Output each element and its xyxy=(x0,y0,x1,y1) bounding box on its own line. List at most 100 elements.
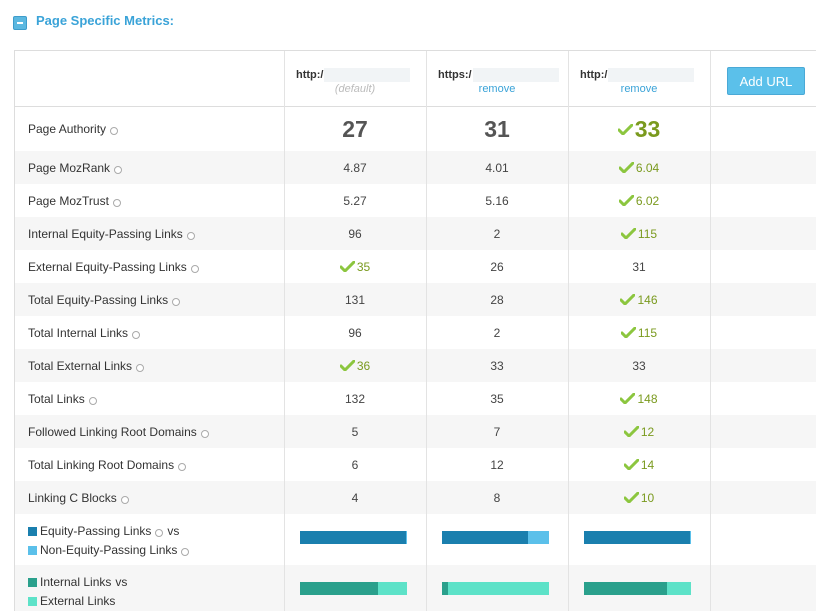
info-icon[interactable] xyxy=(120,495,129,504)
column-divider xyxy=(284,51,285,611)
metric-value: 6 xyxy=(351,457,359,472)
url-text[interactable]: https:/ xyxy=(438,69,472,81)
metric-value: 27 xyxy=(342,115,368,142)
metric-row: Total External Links 36 33 33 xyxy=(15,349,816,382)
metric-value-cell: 96 xyxy=(284,217,426,250)
remove-link[interactable]: remove xyxy=(478,83,516,95)
metric-value-cell: 115 xyxy=(568,217,710,250)
metric-value-cell: 131 xyxy=(284,283,426,316)
ratio-bar-primary xyxy=(584,531,690,544)
metric-label: Total Internal Links xyxy=(28,316,141,349)
metric-value-cell: 12 xyxy=(426,448,568,481)
winner-check-icon xyxy=(617,123,633,135)
info-icon[interactable] xyxy=(155,529,164,537)
legend-item: Equity-Passing Links vs xyxy=(28,524,179,538)
metric-label-text: Followed Linking Root Domains xyxy=(28,424,197,439)
legend-vs: vs xyxy=(115,575,128,589)
metric-value: 31 xyxy=(484,115,510,142)
ratio-bar xyxy=(584,582,691,595)
metric-label-text: Total Internal Links xyxy=(28,325,129,340)
info-icon[interactable] xyxy=(190,264,199,273)
metric-value-cell: 5.27 xyxy=(284,184,426,217)
metric-label-text: Total Linking Root Domains xyxy=(28,457,175,472)
remove-link[interactable]: remove xyxy=(620,83,658,95)
ratio-bar-secondary xyxy=(689,531,691,544)
metric-row: Page Authority 27 31 33 xyxy=(15,107,816,151)
metric-value-cell: 6.02 xyxy=(568,184,710,217)
metric-value-cell: 35 xyxy=(426,382,568,415)
metric-value: 10 xyxy=(640,490,655,505)
metric-value: 2 xyxy=(493,226,501,241)
info-icon[interactable] xyxy=(181,548,190,556)
metric-value: 8 xyxy=(493,490,501,505)
info-icon[interactable] xyxy=(112,198,121,207)
collapse-icon[interactable] xyxy=(13,16,27,30)
info-icon[interactable] xyxy=(200,429,209,438)
metric-value: 132 xyxy=(344,391,366,406)
ratio-bar-primary xyxy=(442,582,449,595)
metric-value: 131 xyxy=(344,292,366,307)
metric-value-cell: 12 xyxy=(568,415,710,448)
metric-value-cell: 27 xyxy=(284,107,426,151)
legend-item: Internal Links vs xyxy=(28,575,127,589)
info-icon[interactable] xyxy=(110,127,119,135)
metric-row: Total Internal Links 96 2 115 xyxy=(15,316,816,349)
metric-label-text: Page Authority xyxy=(28,122,107,136)
info-icon[interactable] xyxy=(114,165,123,174)
ratio-bar-secondary xyxy=(527,531,549,544)
metric-value-cell: 146 xyxy=(568,283,710,316)
info-icon[interactable] xyxy=(172,297,181,306)
legend-text: Internal Links xyxy=(40,575,112,589)
info-icon[interactable] xyxy=(132,330,141,339)
column-divider xyxy=(710,51,711,611)
metric-value-cell: 6 xyxy=(284,448,426,481)
metric-value-cell: 8 xyxy=(426,481,568,514)
winner-check-icon xyxy=(623,459,639,470)
metric-label-text: Page MozTrust xyxy=(28,193,109,208)
metric-value: 2 xyxy=(493,325,501,340)
metric-value: 7 xyxy=(493,424,501,439)
url-column-2: https:/ remove xyxy=(426,68,568,95)
metric-value: 12 xyxy=(640,424,655,439)
default-label: (default) xyxy=(334,83,376,95)
metric-row: Total Links 132 35 148 xyxy=(15,382,816,415)
ratio-bar-primary xyxy=(442,531,528,544)
metric-label-text: External Equity-Passing Links xyxy=(28,259,187,274)
metric-value-cell: 6.04 xyxy=(568,151,710,184)
column-divider xyxy=(568,51,569,611)
add-url-button[interactable]: Add URL xyxy=(727,67,805,95)
metric-value-cell: 14 xyxy=(568,448,710,481)
metric-value-cell: 148 xyxy=(568,382,710,415)
ratio-bar xyxy=(300,531,407,544)
metric-label-text: Linking C Blocks xyxy=(28,490,117,505)
metric-value: 96 xyxy=(348,226,362,241)
metric-value: 31 xyxy=(632,259,646,274)
metric-label: External Equity-Passing Links xyxy=(28,250,199,283)
metric-label-text: Page MozRank xyxy=(28,160,111,175)
metric-row: Page MozTrust 5.27 5.16 6.02 xyxy=(15,184,816,217)
metric-value: 35 xyxy=(490,391,504,406)
info-icon[interactable] xyxy=(186,231,195,240)
metric-value: 33 xyxy=(634,115,661,142)
winner-check-icon xyxy=(623,426,639,437)
url-text[interactable]: http:/ xyxy=(296,69,324,81)
metric-value-cell: 132 xyxy=(284,382,426,415)
section-title: Page Specific Metrics: xyxy=(36,12,174,28)
info-icon[interactable] xyxy=(178,462,187,471)
legend-text: External Links xyxy=(40,594,116,608)
winner-check-icon xyxy=(623,492,639,503)
url-text[interactable]: http:/ xyxy=(580,69,608,81)
metric-value: 26 xyxy=(490,259,504,274)
metric-label: Page MozRank xyxy=(28,151,123,184)
info-icon[interactable] xyxy=(136,363,145,372)
metric-label-text: Total Equity-Passing Links xyxy=(28,292,169,307)
winner-check-icon xyxy=(618,162,634,173)
metric-label-text: Total Links xyxy=(28,391,85,406)
info-icon[interactable] xyxy=(88,396,97,405)
metric-row: Page MozRank 4.87 4.01 6.04 xyxy=(15,151,816,184)
section-header[interactable]: Page Specific Metrics: xyxy=(13,10,174,30)
metric-value: 146 xyxy=(637,292,658,307)
url-redacted xyxy=(608,68,695,82)
metric-value: 33 xyxy=(632,358,646,373)
metric-value: 12 xyxy=(490,457,504,472)
